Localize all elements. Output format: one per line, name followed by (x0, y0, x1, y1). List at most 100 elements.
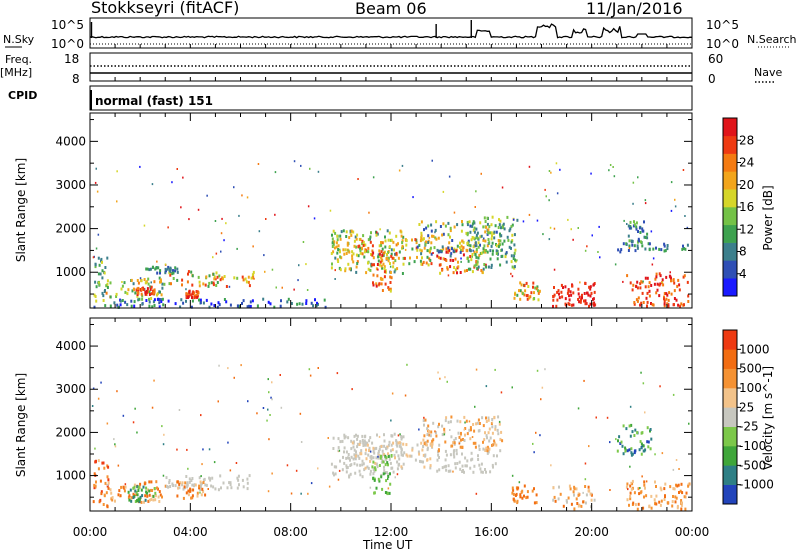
data-cell (375, 230, 377, 234)
colorbar-swatch (723, 484, 737, 505)
data-cell (452, 470, 454, 473)
data-cell (419, 259, 422, 263)
data-cell (588, 304, 590, 308)
data-cell (684, 495, 687, 499)
data-cell (442, 257, 445, 261)
data-cell (401, 241, 404, 245)
data-cell (482, 225, 485, 229)
xtick-label: 20:00 (574, 525, 609, 539)
data-cell (394, 476, 396, 479)
data-cell (158, 305, 161, 309)
data-cell (391, 448, 394, 452)
data-cell (204, 493, 207, 497)
xlabel: Time UT (363, 538, 413, 552)
data-cell (217, 301, 220, 305)
data-cell (681, 247, 684, 251)
data-cell (495, 443, 498, 447)
data-cell (191, 494, 194, 498)
data-cell (629, 434, 632, 438)
data-cell (593, 303, 596, 307)
data-cell (640, 301, 643, 305)
data-cell (630, 226, 633, 230)
data-cell (144, 281, 147, 285)
data-cell (388, 287, 390, 291)
data-cell (556, 298, 559, 302)
data-cell (344, 267, 347, 271)
data-cell (370, 231, 372, 235)
data-cell (449, 420, 452, 424)
data-cell (631, 452, 634, 456)
data-cell (185, 475, 188, 478)
data-cell (250, 276, 253, 280)
data-cell (148, 493, 151, 497)
data-cell (372, 281, 374, 285)
data-cell (356, 233, 359, 237)
data-cell (617, 248, 620, 252)
data-cell (211, 476, 214, 480)
data-cell (376, 274, 379, 278)
data-cell (237, 478, 240, 482)
data-cell (641, 244, 644, 248)
data-cell (169, 485, 172, 488)
data-cell (351, 441, 354, 445)
data-cell (499, 243, 501, 247)
data-cell (174, 269, 177, 273)
data-cell (93, 305, 96, 309)
data-cell (434, 431, 437, 435)
data-cell (178, 482, 181, 486)
data-cell (558, 485, 560, 489)
data-cell (236, 486, 239, 490)
data-cell (361, 438, 364, 442)
data-cell (421, 256, 423, 260)
data-cell (461, 470, 464, 473)
ytick-label: 3000 (55, 382, 86, 396)
data-cell (387, 463, 389, 467)
data-cell (355, 450, 357, 454)
data-cell (587, 485, 590, 489)
data-cell (347, 436, 350, 440)
data-cell (487, 231, 490, 235)
data-cell (584, 485, 587, 488)
data-cell (686, 226, 689, 229)
data-cell (207, 488, 209, 490)
data-cell (129, 488, 132, 492)
data-cell (350, 439, 353, 443)
data-cell (453, 225, 456, 229)
data-cell (444, 440, 447, 444)
data-cell (459, 241, 461, 245)
data-cell (548, 238, 551, 241)
colorbar-tick-label: 28 (739, 133, 754, 147)
data-cell (418, 223, 421, 226)
data-cell (139, 485, 141, 489)
colorbar-tick-label: 12 (739, 222, 754, 236)
data-cell (477, 256, 480, 260)
data-cell (490, 223, 493, 227)
data-cell (400, 450, 403, 454)
data-cell (535, 287, 538, 291)
data-cell (654, 277, 657, 281)
colorbar-swatch (723, 446, 737, 466)
data-cell (305, 302, 308, 305)
data-cell (176, 278, 179, 282)
data-cell (482, 424, 485, 428)
data-cell (493, 439, 496, 443)
data-cell (641, 431, 644, 435)
data-cell (632, 501, 635, 505)
data-cell (665, 297, 668, 301)
data-cell (383, 265, 386, 269)
data-cell (134, 407, 136, 410)
data-cell (406, 363, 408, 366)
data-cell (367, 246, 370, 250)
data-cell (519, 495, 522, 499)
data-cell (345, 252, 348, 255)
data-cell (381, 266, 384, 270)
data-cell (123, 281, 126, 285)
data-cell (349, 267, 352, 271)
data-cell (392, 470, 395, 474)
data-cell (422, 419, 425, 423)
data-cell (455, 249, 458, 253)
data-cell (378, 263, 381, 267)
data-cell (473, 230, 476, 234)
data-cell (484, 250, 487, 254)
data-cell (586, 245, 588, 248)
